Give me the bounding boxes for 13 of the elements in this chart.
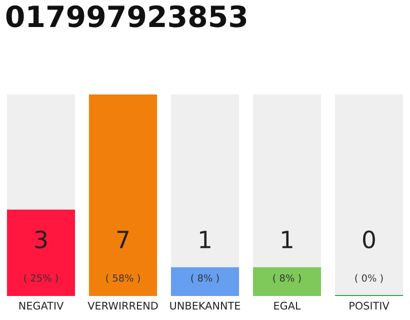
data-label: 0 ( 0% )	[355, 230, 383, 283]
x-tick-label: EGAL	[274, 302, 301, 310]
data-label: 1 ( 8% )	[273, 230, 301, 283]
data-label: 1 ( 8% )	[191, 230, 219, 283]
bar	[170, 267, 240, 296]
x-tick-label: POSITIV	[350, 302, 390, 310]
data-label: 7 ( 58% )	[106, 230, 140, 283]
x-tick-label: UNBEKANNTE	[170, 302, 240, 310]
x-tick-label: VERWIRREND	[88, 302, 158, 310]
bar	[252, 267, 322, 296]
chart-title: 017997923853	[6, 5, 246, 28]
data-label: 3 ( 25% )	[24, 230, 58, 283]
x-tick-label: NEGATIV	[19, 302, 64, 310]
